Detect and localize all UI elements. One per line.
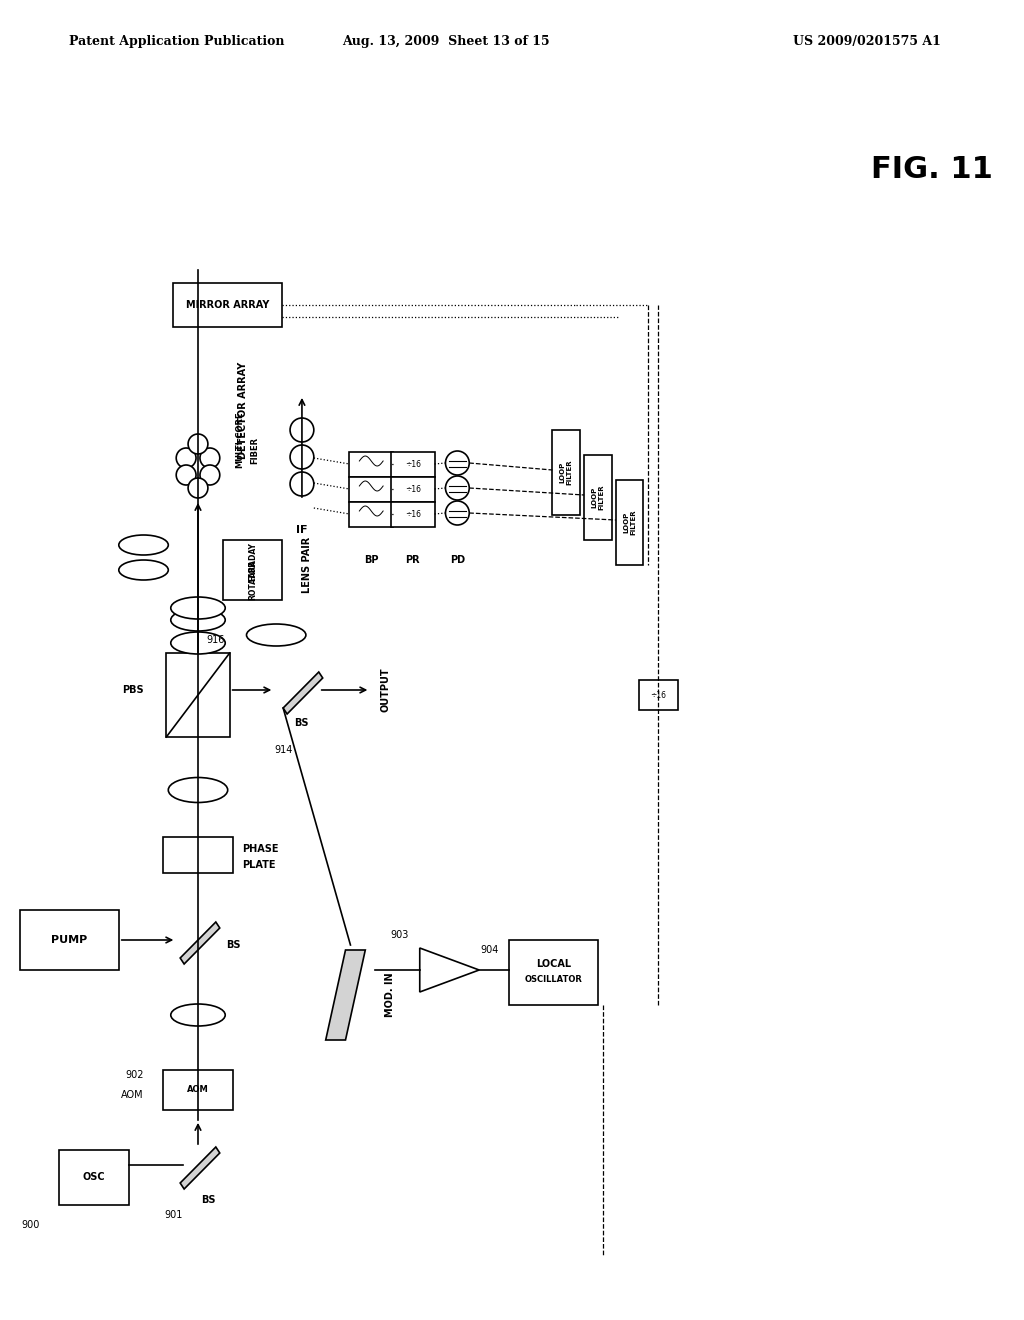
Text: PBS: PBS (122, 685, 143, 696)
Circle shape (188, 478, 208, 498)
Text: BS: BS (201, 1195, 215, 1205)
Polygon shape (420, 948, 479, 993)
FancyBboxPatch shape (164, 1071, 232, 1110)
Text: 900: 900 (22, 1220, 40, 1230)
Text: MULTI-CORE: MULTI-CORE (236, 412, 245, 469)
Text: ÷16: ÷16 (404, 511, 421, 520)
FancyBboxPatch shape (164, 837, 232, 873)
Circle shape (290, 473, 313, 496)
Text: LENS PAIR: LENS PAIR (302, 537, 312, 593)
Text: 901: 901 (164, 1210, 182, 1220)
FancyBboxPatch shape (349, 502, 393, 527)
Text: MOD. IN: MOD. IN (385, 973, 395, 1018)
FancyBboxPatch shape (59, 1150, 129, 1205)
Text: ROTATOR: ROTATOR (248, 560, 257, 601)
Text: BS: BS (294, 718, 308, 729)
Text: PLATE: PLATE (243, 861, 276, 870)
FancyBboxPatch shape (615, 480, 643, 565)
Text: ÷16: ÷16 (650, 690, 667, 700)
Text: FIG. 11: FIG. 11 (871, 156, 993, 185)
Text: BS: BS (225, 940, 241, 950)
Text: BP: BP (364, 554, 379, 565)
Text: 916: 916 (207, 635, 224, 645)
Text: 904: 904 (480, 945, 499, 954)
Text: AOM: AOM (187, 1085, 209, 1094)
Circle shape (290, 445, 313, 469)
Ellipse shape (168, 777, 227, 803)
FancyBboxPatch shape (391, 451, 434, 477)
Text: ÷16: ÷16 (404, 461, 421, 470)
Text: US 2009/0201575 A1: US 2009/0201575 A1 (793, 36, 940, 48)
Ellipse shape (119, 535, 168, 554)
Text: OSCILLATOR: OSCILLATOR (524, 975, 583, 985)
Circle shape (445, 477, 469, 500)
Text: FIBER: FIBER (251, 437, 259, 463)
Text: 914: 914 (274, 744, 292, 755)
Polygon shape (180, 1147, 220, 1189)
FancyBboxPatch shape (223, 540, 283, 601)
Text: ÷16: ÷16 (404, 486, 421, 495)
Text: AOM: AOM (121, 1090, 143, 1100)
Ellipse shape (171, 632, 225, 653)
Circle shape (445, 451, 469, 475)
Circle shape (200, 465, 220, 484)
Text: PD: PD (450, 554, 465, 565)
Circle shape (290, 418, 313, 442)
Ellipse shape (247, 624, 306, 645)
Text: LOOP
FILTER: LOOP FILTER (560, 459, 572, 484)
Text: LOOP
FILTER: LOOP FILTER (624, 510, 636, 535)
FancyBboxPatch shape (391, 477, 434, 502)
Circle shape (200, 447, 220, 469)
Circle shape (176, 465, 196, 484)
FancyBboxPatch shape (391, 502, 434, 527)
Ellipse shape (171, 597, 225, 619)
Ellipse shape (119, 560, 168, 579)
Circle shape (188, 434, 208, 454)
Text: OSC: OSC (83, 1172, 105, 1181)
Text: MIRROR ARRAY: MIRROR ARRAY (186, 300, 269, 310)
Text: 903: 903 (391, 931, 410, 940)
FancyBboxPatch shape (639, 680, 678, 710)
Polygon shape (326, 950, 366, 1040)
Text: PUMP: PUMP (51, 935, 87, 945)
Text: PR: PR (406, 554, 420, 565)
Text: 902: 902 (125, 1071, 143, 1080)
Text: Patent Application Publication: Patent Application Publication (70, 36, 285, 48)
Circle shape (445, 502, 469, 525)
Ellipse shape (171, 1005, 225, 1026)
FancyBboxPatch shape (19, 909, 119, 970)
FancyBboxPatch shape (349, 477, 393, 502)
Text: Aug. 13, 2009  Sheet 13 of 15: Aug. 13, 2009 Sheet 13 of 15 (342, 36, 549, 48)
Polygon shape (283, 672, 323, 714)
Bar (166, 653, 229, 737)
Circle shape (176, 447, 196, 469)
FancyBboxPatch shape (584, 455, 611, 540)
Text: LOOP
FILTER: LOOP FILTER (592, 484, 604, 510)
Polygon shape (180, 921, 220, 964)
Text: IF: IF (296, 525, 307, 535)
Ellipse shape (171, 609, 225, 631)
FancyBboxPatch shape (349, 451, 393, 477)
Text: FARADAY: FARADAY (248, 543, 257, 581)
Text: LOCAL: LOCAL (536, 960, 571, 969)
FancyBboxPatch shape (552, 430, 581, 515)
Text: PHASE: PHASE (243, 843, 280, 854)
Text: DETECTOR ARRAY: DETECTOR ARRAY (238, 362, 248, 458)
Text: OUTPUT: OUTPUT (380, 668, 390, 713)
FancyBboxPatch shape (509, 940, 598, 1005)
FancyBboxPatch shape (173, 282, 283, 327)
